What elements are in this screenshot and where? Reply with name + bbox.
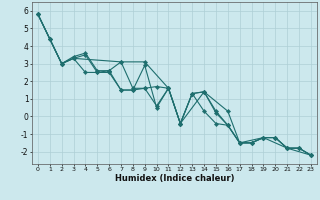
X-axis label: Humidex (Indice chaleur): Humidex (Indice chaleur) (115, 174, 234, 183)
